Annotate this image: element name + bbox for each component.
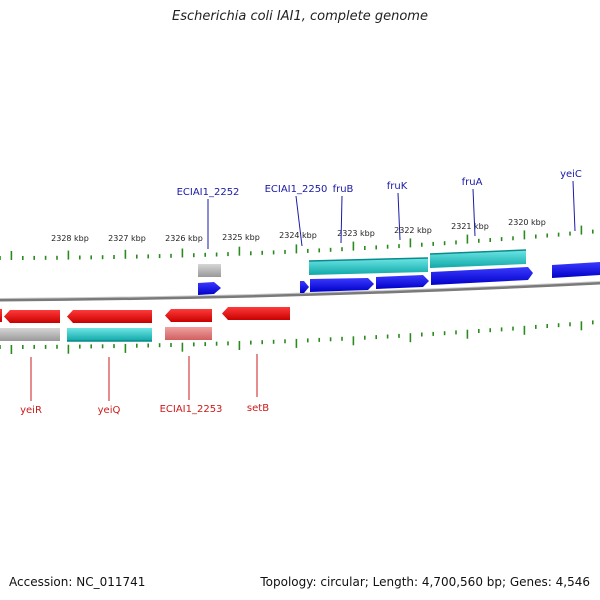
gene-label-yeiq[interactable]: yeiQ xyxy=(98,405,121,416)
kbp-label: 2321 kbp xyxy=(451,222,489,231)
cds-arrow-forward[interactable] xyxy=(376,275,429,289)
gene-box-gray[interactable] xyxy=(198,264,221,277)
gene-label-ecia1-2250[interactable]: ECIAI1_2250 xyxy=(265,184,328,195)
gene-box-pink[interactable] xyxy=(165,327,212,340)
gene-label-yeir[interactable]: yeiR xyxy=(20,405,42,416)
kbp-label: 2323 kbp xyxy=(337,229,375,238)
kbp-label: 2322 kbp xyxy=(394,226,432,235)
gene-label-fruk[interactable]: fruK xyxy=(387,181,408,192)
topology-label: Topology: circular; Length: 4,700,560 bp… xyxy=(260,575,590,589)
map-title: Escherichia coli IAI1, complete genome xyxy=(172,9,428,24)
genome-backbone xyxy=(0,281,600,302)
cds-arrow-forward[interactable] xyxy=(310,278,374,292)
gene-box-teal[interactable] xyxy=(309,258,428,275)
cds-arrow-reverse[interactable] xyxy=(222,307,290,320)
kbp-label: 2326 kbp xyxy=(165,234,203,243)
gene-box-gray[interactable] xyxy=(0,328,60,341)
cds-arrow-reverse[interactable] xyxy=(165,309,212,322)
reverse-scale-ticks xyxy=(0,320,594,354)
gene-box-teal[interactable] xyxy=(430,250,526,268)
kbp-label: 2327 kbp xyxy=(108,234,146,243)
reverse-gene-labels: yeiR yeiQ ECIAI1_2253 setB xyxy=(20,354,269,416)
kbp-label: 2324 kbp xyxy=(279,231,317,240)
gene-label-frub[interactable]: fruB xyxy=(333,184,354,195)
cds-arrow-reverse[interactable] xyxy=(67,310,152,323)
cds-arrow-reverse[interactable] xyxy=(0,309,2,322)
forward-cds-arrows xyxy=(198,262,600,295)
kbp-scale-labels: 2328 kbp 2327 kbp 2326 kbp 2325 kbp 2324… xyxy=(51,218,546,243)
cds-arrow-reverse[interactable] xyxy=(4,310,60,323)
reverse-feature-boxes xyxy=(0,327,212,342)
gene-label-ecia1-2252[interactable]: ECIAI1_2252 xyxy=(177,187,240,198)
gene-label-yeic[interactable]: yeiC xyxy=(560,169,582,180)
kbp-label: 2328 kbp xyxy=(51,234,89,243)
cds-arrow-forward[interactable] xyxy=(198,282,221,295)
forward-gene-labels: ECIAI1_2252 ECIAI1_2250 fruB fruK fruA y… xyxy=(177,169,582,249)
cds-arrow-forward[interactable] xyxy=(552,262,600,278)
kbp-label: 2320 kbp xyxy=(508,218,546,227)
forward-scale-ticks xyxy=(0,225,594,260)
cds-arrow-forward[interactable] xyxy=(431,267,533,285)
reverse-cds-arrows xyxy=(0,307,290,323)
kbp-label: 2325 kbp xyxy=(222,233,260,242)
gene-label-frua[interactable]: fruA xyxy=(462,177,483,188)
accession-label: Accession: NC_011741 xyxy=(9,575,146,589)
forward-feature-boxes xyxy=(198,249,527,277)
gene-label-setb[interactable]: setB xyxy=(247,403,269,414)
gene-label-ecia1-2253[interactable]: ECIAI1_2253 xyxy=(160,404,223,415)
cds-arrow-forward[interactable] xyxy=(300,281,309,293)
gene-box-teal[interactable] xyxy=(67,328,152,341)
